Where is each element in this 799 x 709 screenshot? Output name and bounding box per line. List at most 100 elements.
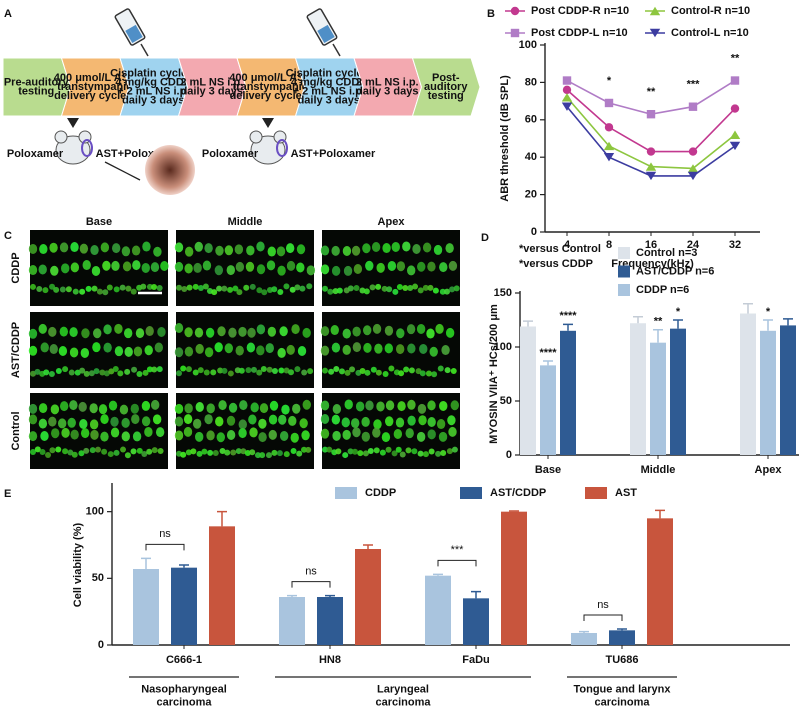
hair-cell — [28, 414, 38, 425]
hair-cell — [269, 400, 279, 411]
hair-cell — [132, 431, 142, 442]
hair-cell — [30, 283, 36, 290]
hair-cell — [341, 417, 350, 428]
hair-cell — [403, 366, 410, 373]
hair-cell — [353, 285, 360, 292]
hair-cell — [69, 400, 78, 411]
hair-cell — [204, 347, 214, 358]
hair-cell — [131, 245, 141, 256]
hair-cell — [416, 431, 426, 442]
legend-label: CDDP n=6 — [636, 284, 689, 296]
hair-cell — [395, 417, 405, 428]
legend-label: AST/CDDP — [490, 487, 546, 499]
point — [646, 147, 656, 156]
y-tick-label: 100 — [519, 39, 537, 51]
hair-cell — [258, 418, 267, 429]
hair-cell — [80, 428, 90, 439]
hair-cell — [210, 369, 217, 376]
hair-cell — [219, 448, 226, 455]
hair-cell — [107, 451, 114, 458]
hair-cell — [301, 430, 310, 441]
bar — [630, 323, 646, 455]
bar — [520, 326, 536, 455]
y-tick-label: 80 — [525, 76, 537, 88]
hair-cell — [124, 368, 131, 375]
hair-cell — [226, 265, 236, 276]
step-text: auditory — [424, 81, 468, 93]
hair-cell — [91, 265, 101, 276]
hair-cell — [185, 366, 192, 373]
hair-cell — [174, 323, 184, 334]
hair-cell — [374, 343, 383, 354]
hair-cell — [307, 368, 314, 375]
hair-cell — [320, 413, 330, 424]
hair-cell — [259, 403, 269, 414]
comparison-bracket — [437, 559, 477, 567]
hair-cell — [133, 346, 143, 357]
hair-cell — [183, 426, 193, 437]
hair-cell — [238, 367, 245, 374]
micrograph — [174, 230, 316, 306]
hair-cell — [417, 403, 427, 414]
hair-cell — [146, 366, 153, 373]
hair-cell — [192, 418, 202, 429]
hair-cell — [114, 346, 124, 357]
hair-cell — [40, 430, 49, 441]
bar — [355, 549, 381, 645]
error-bar — [217, 510, 227, 527]
hair-cell — [181, 286, 188, 293]
hair-cell — [156, 284, 163, 291]
hair-cell — [384, 325, 394, 336]
hair-cell — [61, 263, 70, 274]
hair-cell — [49, 242, 58, 253]
legend-label: CDDP — [365, 487, 396, 499]
hair-cell — [100, 242, 110, 253]
hair-cell — [69, 327, 78, 338]
hair-cell — [291, 324, 300, 335]
hair-cell — [28, 403, 38, 414]
hair-cell — [407, 285, 414, 292]
hair-cell — [397, 401, 406, 412]
hair-cell — [145, 326, 154, 337]
hair-cell — [448, 260, 458, 271]
hair-cell — [235, 345, 244, 356]
y-tick-label: 150 — [494, 287, 512, 299]
legend-swatch — [335, 487, 357, 499]
hair-cell — [184, 246, 194, 257]
hair-cell — [59, 401, 69, 412]
point — [688, 102, 698, 111]
point — [604, 123, 614, 132]
hair-cell — [93, 368, 100, 375]
hair-cell — [335, 448, 342, 455]
hair-cell — [306, 283, 313, 290]
hair-cell — [443, 288, 450, 295]
hair-cell — [422, 242, 432, 253]
group-label: Nasopharyngeal — [141, 683, 227, 695]
bar — [463, 598, 489, 645]
point — [603, 141, 615, 151]
micrograph — [174, 312, 314, 388]
hair-cell — [232, 285, 239, 292]
hair-cell — [150, 399, 160, 410]
hair-cell — [385, 416, 394, 427]
hair-cell — [407, 415, 416, 426]
hair-cell — [244, 450, 251, 457]
x-tick-label: 16 — [645, 239, 657, 251]
mouse-ear — [249, 130, 263, 144]
panel-label: B — [487, 8, 495, 20]
hair-cell — [385, 446, 392, 453]
hair-cell — [192, 369, 199, 376]
hair-cell — [202, 283, 209, 290]
hair-cell — [113, 286, 120, 293]
point — [646, 109, 656, 119]
hair-cell — [326, 446, 333, 453]
hair-cell — [439, 400, 448, 411]
row-label: CDDP — [10, 252, 22, 283]
hair-cell — [301, 369, 308, 376]
hair-cell — [117, 370, 124, 377]
hair-cell — [55, 368, 62, 375]
hair-cell — [419, 370, 426, 377]
hair-cell — [285, 243, 295, 254]
panel-label: D — [481, 232, 489, 244]
hair-cell — [150, 262, 160, 273]
